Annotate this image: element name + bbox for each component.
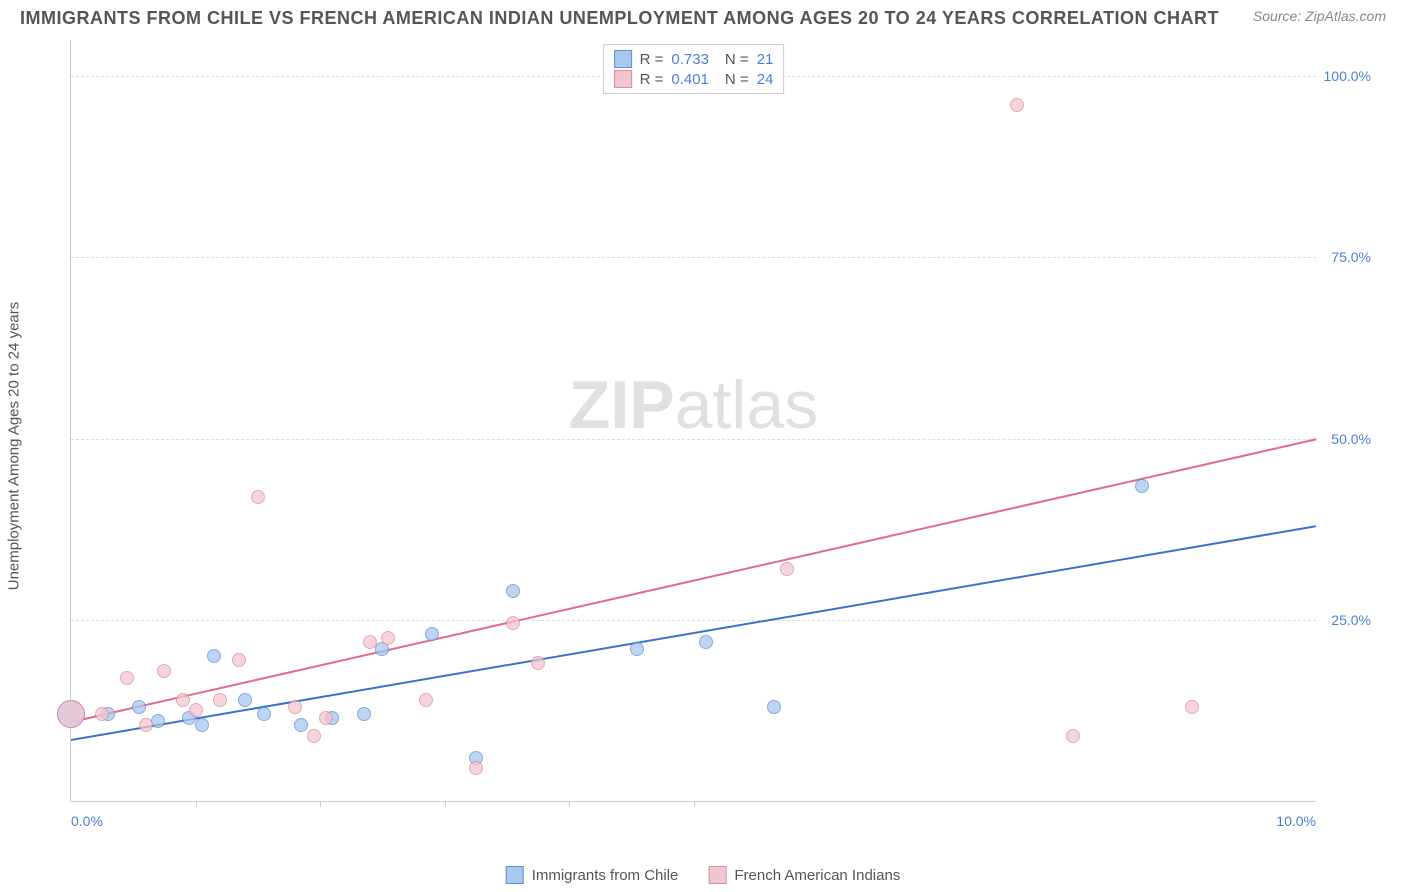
gridline <box>71 620 1316 621</box>
x-tick-label: 10.0% <box>1276 813 1316 829</box>
data-point <box>469 761 483 775</box>
watermark: ZIPatlas <box>569 366 818 444</box>
legend-series-name: Immigrants from Chile <box>532 867 679 884</box>
data-point <box>120 671 134 685</box>
data-point <box>213 693 227 707</box>
y-tick-label: 100.0% <box>1324 68 1371 84</box>
data-point <box>232 653 246 667</box>
data-point <box>238 693 252 707</box>
legend-item: French American Indians <box>708 866 900 884</box>
legend-series-name: French American Indians <box>734 867 900 884</box>
data-point <box>381 631 395 645</box>
legend-swatch <box>708 866 726 884</box>
legend-n-label: N = <box>725 71 749 88</box>
legend-row: R = 0.733 N = 21 <box>614 49 774 69</box>
x-tick <box>694 801 695 807</box>
data-point <box>307 729 321 743</box>
data-point <box>1010 98 1024 112</box>
data-point <box>357 707 371 721</box>
data-point <box>57 700 85 728</box>
data-point <box>630 642 644 656</box>
y-tick-label: 50.0% <box>1331 431 1371 447</box>
data-point <box>151 714 165 728</box>
legend-swatch <box>614 70 632 88</box>
correlation-legend: R = 0.733 N = 21 R = 0.401 N = 24 <box>603 44 785 94</box>
y-tick-label: 75.0% <box>1331 249 1371 265</box>
legend-swatch <box>506 866 524 884</box>
data-point <box>1185 700 1199 714</box>
data-point <box>189 703 203 717</box>
legend-r-label: R = <box>640 71 664 88</box>
data-point <box>251 490 265 504</box>
data-point <box>195 718 209 732</box>
legend-r-value: 0.733 <box>671 51 709 68</box>
legend-n-value: 21 <box>757 51 774 68</box>
legend-row: R = 0.401 N = 24 <box>614 69 774 89</box>
y-axis-label: Unemployment Among Ages 20 to 24 years <box>6 302 23 591</box>
legend-swatch <box>614 50 632 68</box>
data-point <box>506 616 520 630</box>
data-point <box>1135 479 1149 493</box>
gridline <box>71 257 1316 258</box>
legend-n-label: N = <box>725 51 749 68</box>
data-point <box>767 700 781 714</box>
legend-n-value: 24 <box>757 71 774 88</box>
data-point <box>425 627 439 641</box>
data-point <box>288 700 302 714</box>
data-point <box>319 711 333 725</box>
data-point <box>207 649 221 663</box>
data-point <box>139 718 153 732</box>
x-tick <box>569 801 570 807</box>
data-point <box>699 635 713 649</box>
x-tick <box>196 801 197 807</box>
data-point <box>95 707 109 721</box>
data-point <box>531 656 545 670</box>
data-point <box>363 635 377 649</box>
data-point <box>176 693 190 707</box>
data-point <box>506 584 520 598</box>
plot-region: ZIPatlas R =0.733N = 21R =0.401N = 24 25… <box>70 40 1316 802</box>
x-tick <box>445 801 446 807</box>
x-tick <box>320 801 321 807</box>
y-tick-label: 25.0% <box>1331 612 1371 628</box>
data-point <box>294 718 308 732</box>
source-label: Source: ZipAtlas.com <box>1253 8 1386 24</box>
legend-item: Immigrants from Chile <box>506 866 679 884</box>
series-legend: Immigrants from Chile French American Ind… <box>506 866 901 884</box>
data-point <box>780 562 794 576</box>
data-point <box>132 700 146 714</box>
chart-title: IMMIGRANTS FROM CHILE VS FRENCH AMERICAN… <box>20 8 1219 29</box>
x-tick-label: 0.0% <box>71 813 103 829</box>
data-point <box>419 693 433 707</box>
data-point <box>1066 729 1080 743</box>
data-point <box>257 707 271 721</box>
legend-r-label: R = <box>640 51 664 68</box>
chart-area: ZIPatlas R = 0.733 N = 21 R = 0.401 N = 24 25… <box>50 40 1376 832</box>
gridline <box>71 439 1316 440</box>
legend-r-value: 0.401 <box>671 71 709 88</box>
trend-line <box>71 439 1316 724</box>
data-point <box>157 664 171 678</box>
